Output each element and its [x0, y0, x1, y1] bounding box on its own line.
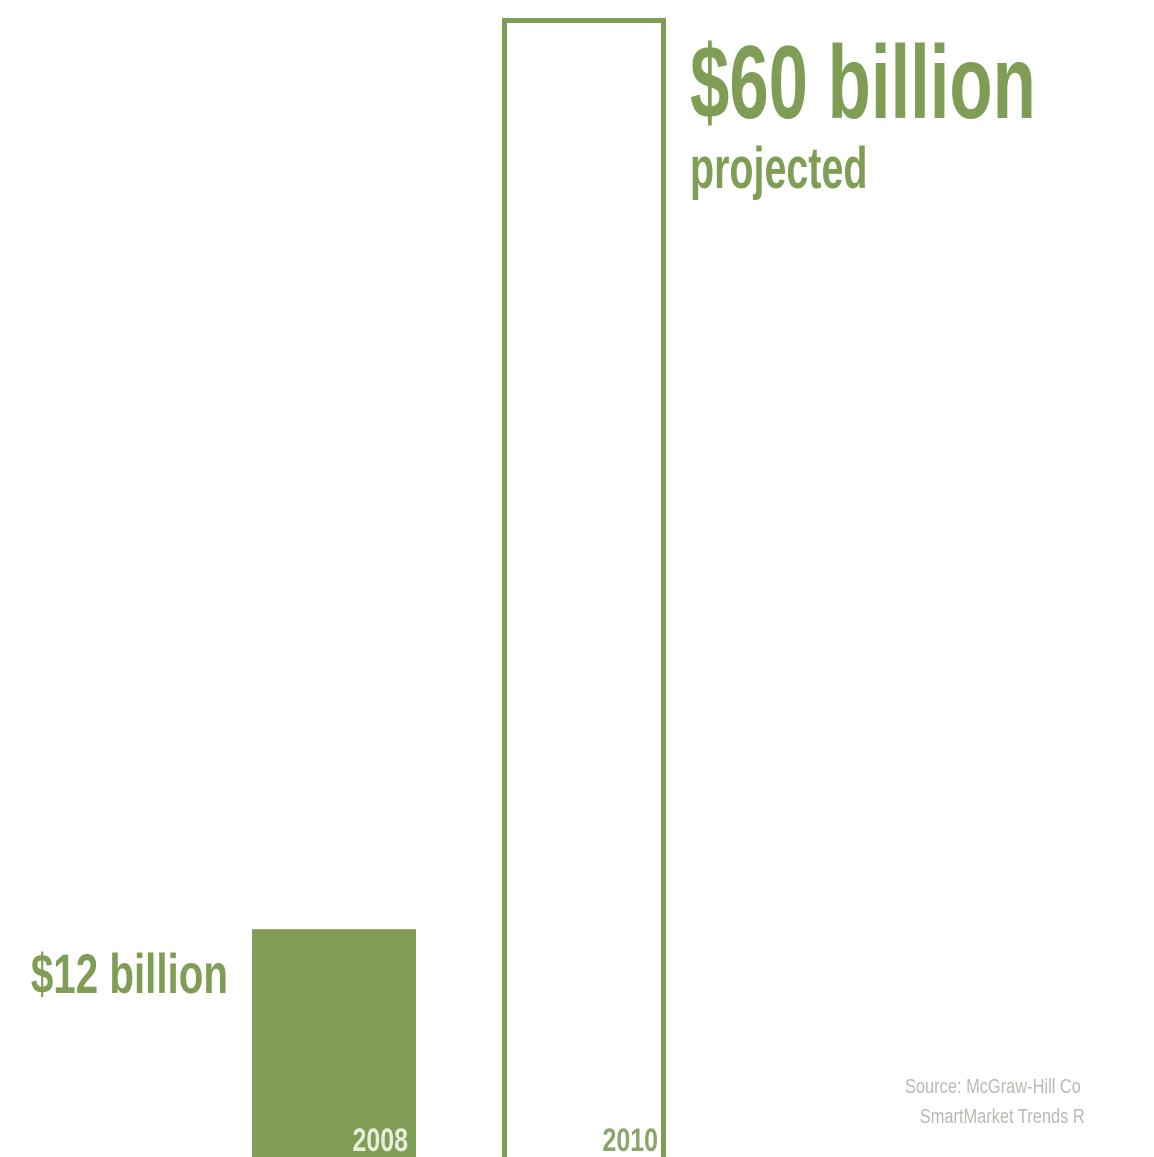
bar-2010 — [502, 18, 666, 1157]
source-line-1: Source: McGraw-Hill Co — [905, 1076, 1081, 1098]
annotation-projected: projected — [690, 135, 867, 200]
bar-2008 — [252, 929, 416, 1157]
source-line-2: SmartMarket Trends R — [919, 1106, 1085, 1128]
source-note: Source: McGraw-Hill Co SmartMarket Trend… — [905, 1072, 1109, 1132]
tick-label-2008: 2008 — [352, 1123, 408, 1157]
tick-label-2010: 2010 — [602, 1123, 658, 1157]
data-label-2010: $60 billion — [690, 23, 1036, 140]
data-label-2008: $12 billion — [31, 944, 228, 1006]
